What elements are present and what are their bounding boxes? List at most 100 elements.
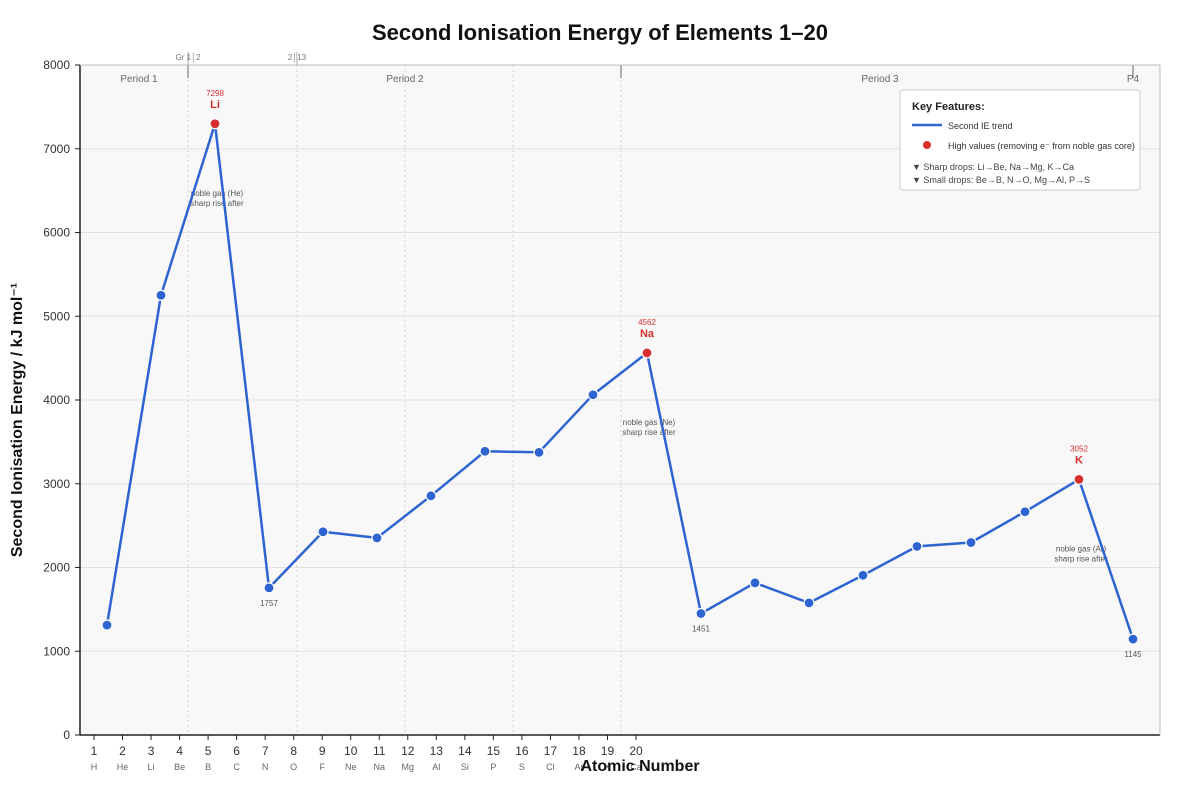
x-tick-symbol: Li [148, 762, 155, 772]
x-tick-symbol: Ar [574, 762, 583, 772]
data-point [803, 597, 815, 609]
data-point [425, 490, 437, 502]
x-tick-symbol: Si [461, 762, 469, 772]
x-tick-label: 10 [344, 744, 358, 758]
data-point-highlight [1073, 473, 1085, 485]
data-point [533, 446, 545, 458]
series-line [105, 122, 1135, 640]
annotation-line1: noble gas (Ne) [623, 418, 676, 427]
x-tick-label: 1 [91, 744, 98, 758]
period-label: Period 1 [120, 74, 158, 85]
x-tick-symbol: Na [374, 762, 386, 772]
x-tick-label: 13 [430, 744, 444, 758]
y-tick-label: 1000 [43, 644, 70, 658]
data-point [857, 569, 869, 581]
x-tick-symbol: Cl [546, 762, 555, 772]
legend: Key Features: Second IE trend High value… [899, 89, 1141, 191]
data-point [479, 445, 491, 457]
data-point [317, 526, 329, 538]
x-tick-label: 18 [572, 744, 586, 758]
data-point [1019, 506, 1031, 518]
x-tick-label: 11 [373, 744, 386, 758]
x-tick-label: 2 [119, 744, 126, 758]
legend-note-sharp-drops: ▼ Sharp drops: Li→Be, Na→Mg, K→Ca [912, 162, 1074, 172]
period-label: P4 [1127, 74, 1140, 85]
y-tick-label: 3000 [43, 477, 70, 491]
x-tick-symbol: H [91, 762, 98, 772]
x-tick-symbol: K [604, 762, 610, 772]
data-point [911, 540, 923, 552]
annotation-line1: noble gas (Ar) [1056, 544, 1107, 553]
x-tick-symbol: Mg [402, 762, 415, 772]
trough-value-label: 1145 [1124, 650, 1142, 659]
x-tick-symbol: He [117, 762, 129, 772]
x-tick-symbol: N [262, 762, 269, 772]
x-tick-symbol: O [290, 762, 297, 772]
x-tick-symbol: Ne [345, 762, 357, 772]
legend-dot-swatch [923, 141, 931, 149]
x-tick-symbol: C [233, 762, 240, 772]
x-tick-label: 3 [148, 744, 155, 758]
annotation-line2: sharp rise after [622, 428, 676, 437]
data-point [1127, 633, 1139, 645]
x-tick-label: 20 [629, 744, 643, 758]
data-point [749, 577, 761, 589]
y-ticks: 0 1000 2000 3000 4000 5000 6000 7000 8000 [43, 58, 80, 742]
x-tick-symbol: P [490, 762, 496, 772]
x-tick-symbol: Be [174, 762, 185, 772]
period-labels: Period 1 Period 2 Period 3 P4 [120, 74, 1139, 85]
group-boundary-label: Gr 1│2 [175, 52, 201, 63]
x-tick-symbol: S [519, 762, 525, 772]
x-axis-label: Atomic Number [580, 758, 699, 775]
y-tick-label: 5000 [43, 309, 70, 323]
legend-box [899, 89, 1141, 191]
y-tick-label: 6000 [43, 226, 70, 240]
legend-line-label: Second IE trend [948, 121, 1013, 131]
x-tick-label: 16 [515, 744, 529, 758]
x-ticks: 1 H 2 He 3 Li 4 Be 5 B 6 C 7 N 8 O 9 F 10 Ne 11 Na 12 Mg 13 Al 14 S… [91, 735, 643, 772]
top-tick-marks: Gr 1│2 2│13 [175, 52, 1134, 78]
x-tick-symbol: Al [432, 762, 440, 772]
period-dividers [187, 65, 622, 735]
data-point [965, 536, 977, 549]
annotation-line2: sharp rise after [1054, 554, 1108, 563]
peak-symbol-label: K [1075, 454, 1083, 466]
y-tick-label: 8000 [43, 58, 70, 72]
data-points [101, 118, 1139, 645]
x-tick-symbol: Ca [630, 762, 642, 772]
peak-value-label: 4562 [638, 318, 656, 327]
x-tick-symbol: F [319, 762, 325, 772]
y-tick-label: 2000 [43, 561, 70, 575]
x-tick-label: 12 [401, 744, 415, 758]
x-tick-label: 5 [205, 744, 212, 758]
data-point-highlight [641, 347, 653, 359]
data-point [263, 582, 275, 594]
y-tick-label: 0 [63, 728, 70, 742]
x-tick-label: 9 [319, 744, 326, 758]
x-tick-label: 19 [601, 744, 615, 758]
x-tick-label: 17 [544, 744, 558, 758]
legend-note-small-drops: ▼ Small drops: Be→B, N→O, Mg→Al, P→S [912, 175, 1090, 185]
legend-title: Key Features: [912, 101, 985, 113]
y-tick-label: 4000 [43, 393, 70, 407]
data-point [155, 289, 167, 301]
data-point [101, 619, 113, 631]
data-point [587, 389, 599, 401]
peak-symbol-label: Na [640, 328, 655, 340]
trough-value-label: 1451 [692, 624, 710, 633]
chart-title: Second Ionisation Energy of Elements 1–2… [372, 20, 828, 45]
group-boundary-label: 2│13 [288, 52, 307, 63]
legend-dot-label: High values (removing e⁻ from noble gas … [948, 141, 1135, 151]
peak-symbol-label: Li [210, 99, 220, 111]
data-point-highlight [209, 118, 221, 130]
data-point [695, 607, 707, 620]
x-tick-label: 15 [487, 744, 501, 758]
x-tick-label: 4 [176, 744, 183, 758]
x-tick-label: 6 [233, 744, 240, 758]
period-label: Period 3 [861, 74, 899, 85]
period-label: Period 2 [386, 74, 424, 85]
x-tick-symbol: B [205, 762, 211, 772]
